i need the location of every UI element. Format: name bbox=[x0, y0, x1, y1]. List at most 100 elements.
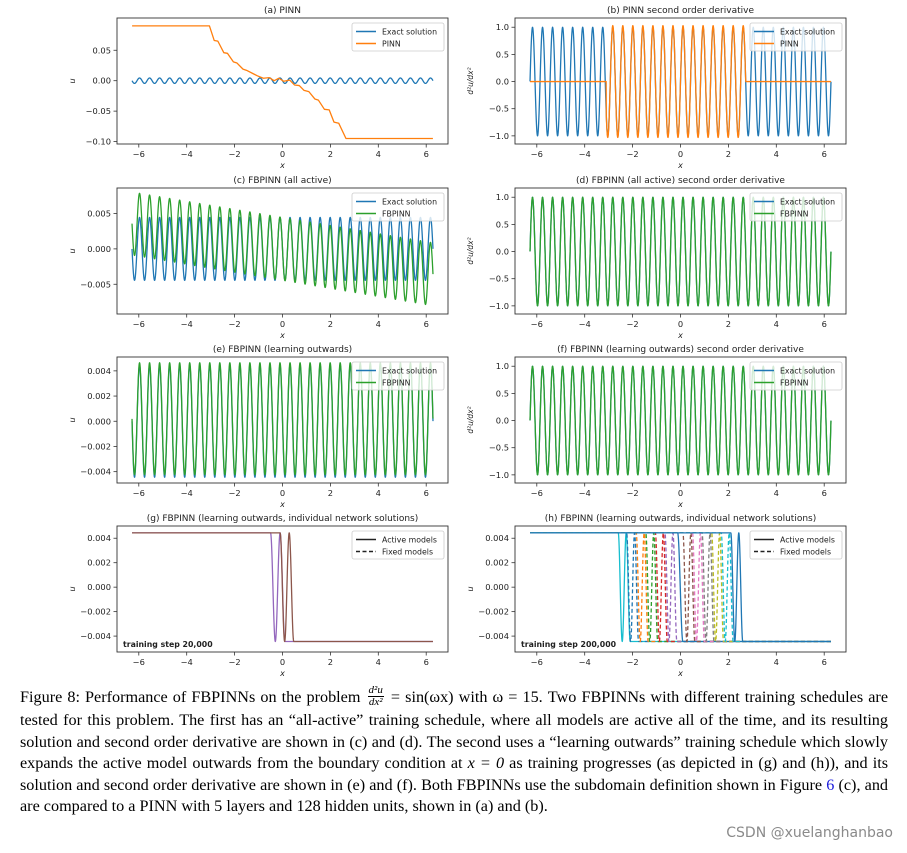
plot-area bbox=[529, 24, 832, 139]
series-line-pinn bbox=[529, 24, 832, 139]
x-tick-label: 6 bbox=[424, 319, 429, 329]
legend: Active models Fixed models bbox=[749, 530, 843, 560]
y-tick-label: −0.05 bbox=[86, 106, 111, 116]
chart-title: (c) FBPINN (all active) bbox=[233, 176, 331, 186]
y-tick-label: 0.005 bbox=[87, 208, 111, 218]
x-tick-label: 6 bbox=[424, 149, 429, 159]
x-axis-label: x bbox=[677, 161, 683, 170]
legend-label: Fixed models bbox=[780, 548, 831, 557]
y-tick-label: −1.0 bbox=[489, 131, 509, 141]
watermark: CSDN @xuelanghanbao bbox=[726, 825, 893, 841]
x-tick-label: 4 bbox=[774, 657, 779, 667]
x-tick-label: −6 bbox=[133, 488, 145, 498]
x-tick-label: −4 bbox=[181, 319, 193, 329]
x-axis-label: x bbox=[677, 500, 683, 509]
legend-label: Exact solution bbox=[780, 198, 835, 207]
series-line-fbpinn bbox=[131, 362, 434, 476]
legend-label: Fixed models bbox=[382, 548, 433, 557]
training-step-annotation: training step 200,000 bbox=[521, 640, 617, 649]
caption-text-4: (c), and are compared to a PINN with 5 l… bbox=[20, 775, 889, 816]
figure-caption: Figure 8: Performance of FBPINNs on the … bbox=[20, 684, 889, 818]
x-tick-label: −2 bbox=[626, 319, 638, 329]
x-axis-label: x bbox=[279, 161, 285, 170]
x-tick-label: 0 bbox=[678, 149, 683, 159]
y-tick-label: 0.5 bbox=[496, 388, 509, 398]
y-tick-label: −0.004 bbox=[80, 467, 111, 477]
legend-label: Active models bbox=[780, 536, 835, 545]
series-line-fbpinn bbox=[529, 196, 832, 307]
x-axis-label: x bbox=[279, 500, 285, 509]
x-tick-label: 2 bbox=[328, 319, 333, 329]
series-line-fbpinn bbox=[131, 192, 434, 306]
y-tick-label: −0.5 bbox=[489, 274, 509, 284]
x-tick-label: 2 bbox=[328, 149, 333, 159]
legend: Exact solution FBPINN bbox=[351, 361, 445, 391]
plot-area bbox=[529, 365, 832, 476]
fixed-model-line bbox=[530, 532, 831, 643]
chart-title: (g) FBPINN (learning outwards, individua… bbox=[147, 514, 419, 524]
legend-label: FBPINN bbox=[780, 210, 809, 219]
legend-label: PINN bbox=[780, 40, 799, 49]
x-tick-label: 6 bbox=[822, 149, 827, 159]
y-axis-label: u bbox=[68, 248, 77, 253]
x-axis-label: x bbox=[279, 669, 285, 678]
chart-panel-b: −6 −4 −2 0 2 4 6 1.0 0.5 0.0 −0.5 −1.0 (b) PINN seco… bbox=[466, 6, 847, 170]
figure-8-panels: −6 −4 −2 0 2 4 60.050.00−0.05−0.10(a) PINNxuEx… bbox=[68, 6, 847, 678]
legend-label: FBPINN bbox=[382, 379, 411, 388]
legend: Exact solution FBPINN bbox=[749, 192, 843, 222]
chart-title: (b) PINN second order derivative bbox=[607, 6, 754, 16]
legend: Active models Fixed models bbox=[351, 530, 445, 560]
plot-area bbox=[131, 362, 434, 478]
y-tick-label: 0.5 bbox=[496, 219, 509, 229]
y-axis-label: d²u/dx² bbox=[466, 67, 475, 94]
series-line-fbpinn bbox=[529, 365, 832, 476]
active-model-line bbox=[132, 532, 433, 643]
y-tick-label: 0.05 bbox=[93, 45, 111, 55]
caption-text-1: Figure 8: Performance of FBPINNs on the … bbox=[20, 688, 366, 707]
y-axis-label: u bbox=[466, 586, 475, 591]
legend: Exact solution FBPINN bbox=[351, 192, 445, 222]
y-tick-label: −0.005 bbox=[80, 279, 111, 289]
chart-title: (d) FBPINN (all active) second order der… bbox=[576, 176, 785, 186]
active-model-line bbox=[530, 532, 831, 643]
fixed-model-line bbox=[530, 532, 831, 643]
x-tick-label: 6 bbox=[822, 319, 827, 329]
chart-title: (h) FBPINN (learning outwards, individua… bbox=[545, 514, 817, 524]
legend-box bbox=[749, 530, 843, 560]
legend-label: FBPINN bbox=[780, 379, 809, 388]
y-tick-label: −1.0 bbox=[489, 470, 509, 480]
y-axis-label: d²u/dx² bbox=[466, 237, 475, 264]
chart-panel-f: −6 −4 −2 0 2 4 6 1.0 0.5 0.0 −0.5 −1.0 (f) FBPINN (l… bbox=[466, 345, 847, 509]
plot-area bbox=[131, 192, 434, 306]
x-tick-label: 0 bbox=[678, 657, 683, 667]
fraction-numerator: d²u bbox=[367, 684, 384, 697]
caption-text-2: = sin(ωx) with ω = 15. Two FBPINNs with … bbox=[20, 688, 889, 773]
y-tick-label: −1.0 bbox=[489, 301, 509, 311]
x-tick-label: −2 bbox=[626, 657, 638, 667]
y-tick-label: 0.000 bbox=[87, 416, 111, 426]
chart-panel-a: −6 −4 −2 0 2 4 6 0.05 0.00 −0.05 −0.10 (a) PINN x u Ex… bbox=[68, 6, 449, 170]
x-tick-label: 4 bbox=[376, 319, 381, 329]
x-axis-label: x bbox=[279, 331, 285, 340]
x-tick-label: −2 bbox=[626, 488, 638, 498]
x-tick-label: −4 bbox=[181, 149, 193, 159]
y-tick-label: 0.000 bbox=[485, 582, 509, 592]
y-tick-label: 0.000 bbox=[87, 582, 111, 592]
x-tick-label: 6 bbox=[822, 488, 827, 498]
y-axis-label: u bbox=[68, 586, 77, 591]
x-tick-label: 2 bbox=[328, 488, 333, 498]
fixed-model-line bbox=[530, 532, 831, 643]
plot-area bbox=[132, 532, 433, 643]
figure-6-link[interactable]: 6 bbox=[826, 775, 835, 794]
y-tick-label: −0.002 bbox=[478, 607, 509, 617]
y-tick-label: −0.5 bbox=[489, 443, 509, 453]
fixed-model-line bbox=[530, 532, 831, 643]
legend-label: Exact solution bbox=[780, 28, 835, 37]
x-tick-label: −4 bbox=[579, 149, 591, 159]
x-tick-label: 6 bbox=[424, 488, 429, 498]
y-tick-label: 0.0 bbox=[496, 247, 509, 257]
plot-area bbox=[530, 532, 831, 643]
active-model-line bbox=[530, 532, 831, 643]
fixed-model-line bbox=[530, 532, 831, 643]
y-axis-label: u bbox=[68, 78, 77, 83]
